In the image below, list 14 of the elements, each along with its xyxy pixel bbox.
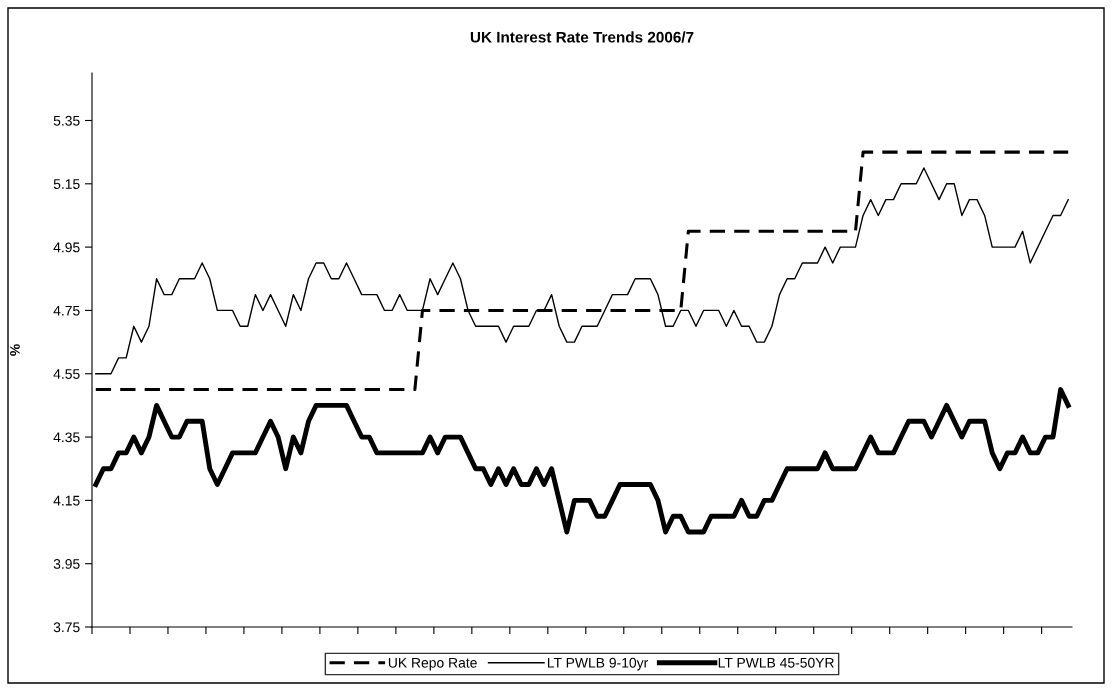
y-tick-label: 4.35 <box>53 432 80 443</box>
y-tick-label: 3.95 <box>53 559 80 569</box>
y-tick-label: 4.75 <box>53 305 80 316</box>
y-tick-label: 4.55 <box>53 369 80 379</box>
y-tick-label: 3.75 <box>53 622 80 633</box>
y-tick-label: 4.95 <box>53 242 80 253</box>
chart-title: UK Interest Rate Trends 2006/7 <box>470 31 694 43</box>
legend-label: UK Repo Rate <box>388 658 477 671</box>
y-tick-label: 5.15 <box>53 179 80 189</box>
legend-label: LT PWLB 45-50YR <box>718 657 834 668</box>
y-tick-label: 4.15 <box>53 495 80 506</box>
legend-label: LT PWLB 9-10yr <box>547 657 648 671</box>
y-axis-title: % <box>10 344 20 356</box>
y-tick-label: 5.35 <box>53 115 80 126</box>
